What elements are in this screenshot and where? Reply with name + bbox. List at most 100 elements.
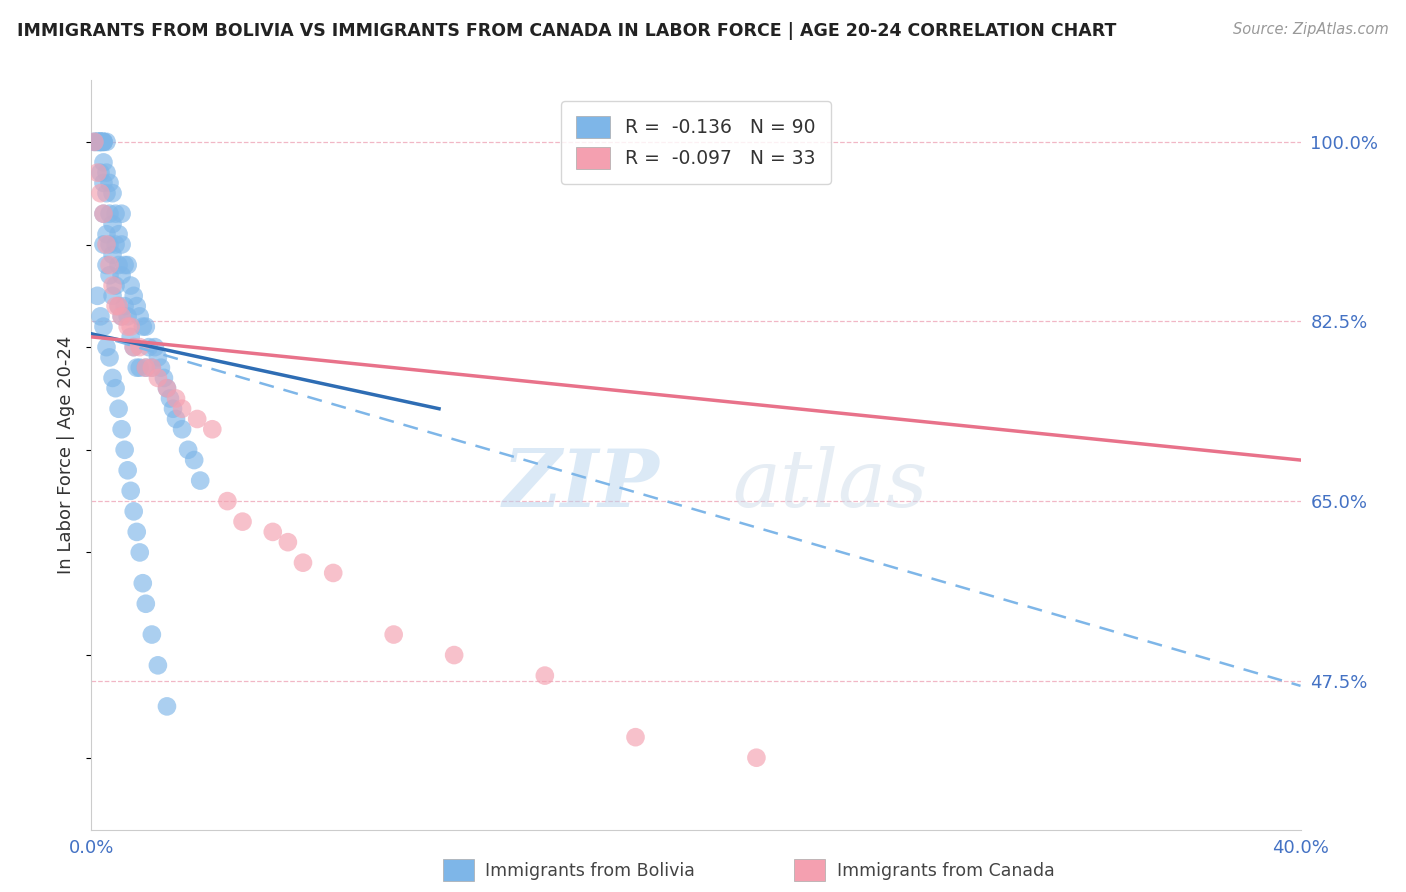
Point — [120, 319, 142, 334]
Point — [86, 135, 108, 149]
Point — [93, 319, 115, 334]
Point — [101, 371, 124, 385]
Point — [533, 668, 555, 682]
Point — [86, 135, 108, 149]
Point — [104, 207, 127, 221]
Point — [101, 186, 124, 201]
Point — [93, 135, 115, 149]
Point — [86, 166, 108, 180]
Text: atlas: atlas — [733, 446, 928, 524]
Point — [104, 237, 127, 252]
Point — [96, 227, 118, 242]
Point — [128, 340, 150, 354]
Point — [104, 381, 127, 395]
Point — [149, 360, 172, 375]
Point — [135, 319, 157, 334]
Point — [128, 360, 150, 375]
Text: Immigrants from Canada: Immigrants from Canada — [837, 862, 1054, 880]
Text: Immigrants from Bolivia: Immigrants from Bolivia — [485, 862, 695, 880]
Point — [86, 135, 108, 149]
Point — [104, 278, 127, 293]
Point — [89, 135, 111, 149]
Point — [111, 422, 132, 436]
Point — [162, 401, 184, 416]
Point — [93, 237, 115, 252]
Point — [156, 381, 179, 395]
Text: Source: ZipAtlas.com: Source: ZipAtlas.com — [1233, 22, 1389, 37]
Point — [231, 515, 253, 529]
Point — [322, 566, 344, 580]
Point — [120, 278, 142, 293]
Point — [382, 627, 405, 641]
Point — [117, 310, 139, 324]
Point — [165, 412, 187, 426]
Point — [83, 135, 105, 149]
Point — [96, 237, 118, 252]
Point — [153, 371, 176, 385]
Point — [128, 545, 150, 559]
Point — [93, 176, 115, 190]
Point — [114, 442, 136, 457]
Point — [89, 166, 111, 180]
Point — [143, 340, 166, 354]
Point — [141, 360, 163, 375]
Point — [138, 340, 160, 354]
Point — [93, 207, 115, 221]
Point — [125, 360, 148, 375]
Point — [83, 135, 105, 149]
Point — [101, 248, 124, 262]
Text: IMMIGRANTS FROM BOLIVIA VS IMMIGRANTS FROM CANADA IN LABOR FORCE | AGE 20-24 COR: IMMIGRANTS FROM BOLIVIA VS IMMIGRANTS FR… — [17, 22, 1116, 40]
Point — [172, 422, 194, 436]
Point — [183, 453, 205, 467]
Point — [135, 360, 157, 375]
Point — [125, 524, 148, 539]
Point — [101, 278, 124, 293]
Point — [146, 371, 169, 385]
Point — [122, 504, 145, 518]
Point — [156, 381, 179, 395]
Point — [111, 237, 132, 252]
Point — [188, 474, 211, 488]
Point — [122, 289, 145, 303]
Point — [262, 524, 284, 539]
Point — [120, 483, 142, 498]
Point — [89, 135, 111, 149]
Point — [117, 463, 139, 477]
Point — [217, 494, 239, 508]
Point — [122, 340, 145, 354]
Point — [96, 186, 118, 201]
Point — [132, 576, 155, 591]
Point — [745, 750, 768, 764]
Point — [98, 207, 121, 221]
Point — [107, 299, 129, 313]
Point — [201, 422, 224, 436]
Point — [122, 340, 145, 354]
Point — [277, 535, 299, 549]
Point — [159, 392, 181, 406]
Point — [96, 340, 118, 354]
Text: ZIP: ZIP — [503, 446, 659, 524]
Point — [83, 135, 105, 149]
Point — [96, 258, 118, 272]
Point — [93, 135, 115, 149]
Point — [177, 442, 200, 457]
Point — [89, 135, 111, 149]
Point — [624, 730, 647, 744]
Point — [443, 648, 465, 662]
Point — [98, 237, 121, 252]
Legend: R =  -0.136   N = 90, R =  -0.097   N = 33: R = -0.136 N = 90, R = -0.097 N = 33 — [561, 101, 831, 184]
Point — [146, 658, 169, 673]
Point — [98, 351, 121, 365]
Point — [93, 155, 115, 169]
Point — [117, 258, 139, 272]
Y-axis label: In Labor Force | Age 20-24: In Labor Force | Age 20-24 — [58, 335, 76, 574]
Point — [117, 319, 139, 334]
Point — [135, 597, 157, 611]
Point — [114, 258, 136, 272]
Point — [98, 176, 121, 190]
Point — [128, 310, 150, 324]
Point — [125, 299, 148, 313]
Point — [165, 392, 187, 406]
Point — [104, 299, 127, 313]
Point — [172, 401, 194, 416]
